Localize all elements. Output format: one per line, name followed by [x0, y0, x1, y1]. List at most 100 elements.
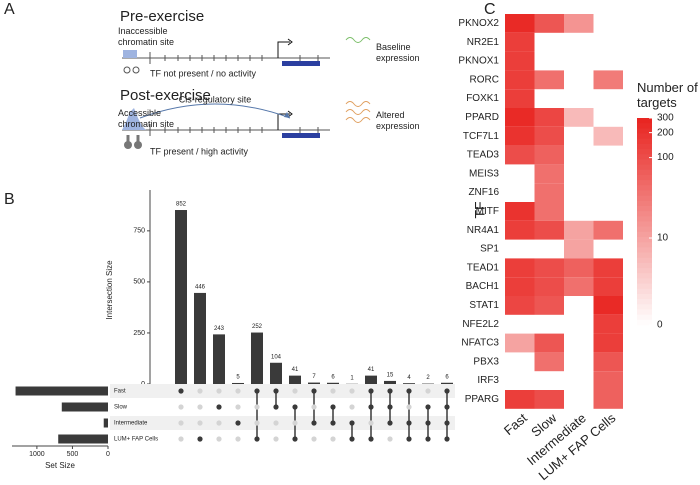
tf-label: TF present / high activity [150, 146, 249, 156]
heat-cell [505, 333, 535, 353]
bar-label: 6 [331, 374, 335, 380]
pre-track [122, 37, 371, 74]
set-bar [61, 402, 108, 412]
row-label: PPARD [465, 112, 499, 123]
colorbar-label: 300 [657, 113, 674, 124]
colorbar-step [637, 154, 652, 160]
colorbar-step [637, 164, 652, 171]
matrix-dot [406, 404, 412, 410]
row-label: MITF [476, 206, 499, 217]
bar-label: 1 [350, 375, 354, 381]
heat-cell [505, 51, 535, 71]
heat-cell [564, 239, 594, 259]
matrix-dot [216, 420, 222, 426]
matrix-dot [292, 388, 298, 394]
bar-label: 243 [214, 326, 225, 332]
heat-cell [593, 390, 623, 409]
set-bar [15, 386, 108, 396]
colorbar-step [637, 237, 652, 243]
matrix-dot [311, 420, 317, 426]
colorbar-step [637, 314, 652, 321]
matrix-dot [387, 420, 393, 426]
heat-cell [534, 183, 564, 202]
heat-cell [505, 145, 535, 165]
small-peak [123, 50, 137, 58]
colorbar-step [637, 288, 652, 295]
matrix-dot [425, 420, 431, 426]
site-label: Accessible chromatin site [118, 108, 175, 129]
x-tick-label: 500 [67, 451, 79, 458]
matrix-dot [349, 436, 355, 442]
regulatory-label: Cis-regulatory site [179, 94, 252, 104]
heat-cell [505, 220, 535, 240]
colorbar-step [637, 118, 652, 124]
matrix-dot [349, 404, 355, 410]
row-label: PPARG [465, 394, 499, 405]
y-tick-label: 500 [133, 279, 145, 286]
colorbar-step [637, 149, 652, 155]
row-label: SP1 [480, 244, 499, 255]
bar [403, 383, 415, 384]
colorbar-step [637, 200, 652, 207]
y-tick-label: 750 [133, 228, 145, 235]
panel-label: C [484, 1, 496, 18]
matrix-dot [387, 436, 393, 442]
colorbar-step [637, 138, 652, 145]
colorbar-step [637, 205, 652, 212]
colorbar-step [637, 174, 652, 181]
heat-cell [593, 70, 623, 90]
row-label: PBX3 [473, 356, 499, 367]
bar [175, 210, 187, 384]
matrix-dot [235, 436, 241, 442]
matrix-dot [178, 404, 184, 410]
heat-cell [505, 126, 535, 146]
heat-cell [593, 333, 623, 353]
heat-cell [534, 164, 564, 184]
heat-cell [593, 258, 623, 278]
matrix-dot [425, 436, 431, 442]
matrix-dot [311, 436, 317, 442]
matrix-dot [330, 404, 336, 410]
colorbar-step [637, 299, 652, 305]
heat-cell [564, 220, 594, 240]
colorbar-step [637, 268, 652, 274]
heat-cell [534, 390, 564, 409]
heat-cell [534, 277, 564, 296]
heat-cell [534, 258, 564, 278]
matrix-dot [444, 388, 450, 394]
colorbar-step [637, 195, 652, 202]
site-label: Inaccessible chromatin site [118, 26, 175, 47]
set-bar [103, 418, 108, 428]
bar-label: 4 [407, 375, 411, 381]
y-axis-title: Intersection Size [105, 260, 114, 320]
bar [327, 382, 339, 384]
bar-label: 2 [426, 375, 430, 381]
colorbar-step [637, 185, 652, 191]
expression-label: Altered expression [376, 110, 420, 131]
expression-label: Baseline expression [376, 42, 420, 63]
bar-label: 5 [236, 375, 240, 381]
bar [289, 375, 301, 384]
matrix-dot [349, 420, 355, 426]
bar-label: 6 [445, 374, 449, 380]
matrix-dot [216, 388, 222, 394]
heat-cell [534, 70, 564, 90]
matrix-dot [197, 420, 203, 426]
bar-label: 104 [271, 354, 282, 360]
row-label: NFE2L2 [462, 319, 499, 330]
heat-cell [505, 89, 535, 108]
matrix-stripe [110, 384, 455, 398]
colorbar-step [637, 283, 652, 290]
heat-cell [593, 277, 623, 296]
legend-title: Number of targets [637, 80, 698, 110]
matrix-dot [178, 420, 184, 426]
matrix-dot [444, 420, 450, 426]
matrix-dot [311, 404, 317, 410]
matrix-dot [387, 388, 393, 394]
colorbar-step [637, 180, 652, 186]
matrix-dot [235, 420, 241, 426]
x-tick-label: 1000 [29, 451, 45, 458]
matrix-dot [197, 404, 203, 410]
matrix-dot [254, 420, 260, 426]
